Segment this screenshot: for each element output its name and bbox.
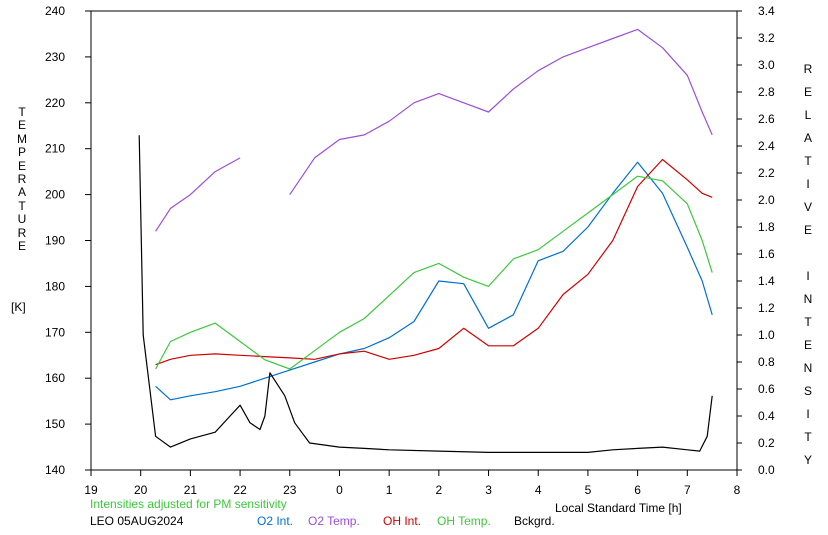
x-tick-label: 5 [585,483,592,497]
y-right-tick-label: 0.0 [758,463,775,477]
series-line-oh-int [155,158,713,366]
y-left-unit: [K] [11,300,26,314]
y-left-tick-label: 200 [45,188,65,202]
legend-item: O2 Temp. [308,514,360,528]
legend-item: Bckgrd. [514,514,555,528]
y-left-tick-label: 230 [45,50,65,64]
y-right-tick-label: 1.2 [758,301,775,315]
y-left-axis-label: T E M P E R A T U R E [17,105,27,254]
y-right-axis-label: R E L A T I V E I N T E N S I T Y [803,62,813,467]
x-axis-label: Local Standard Time [h] [555,501,682,515]
y-right-tick-label: 2.6 [758,112,775,126]
x-tick-label: 6 [634,483,641,497]
y-right-tick-label: 1.4 [758,274,775,288]
y-left-tick-label: 220 [45,96,65,110]
y-right-tick-label: 0.8 [758,355,775,369]
y-left-tick-label: 170 [45,325,65,339]
legend: O2 Int. O2 Temp. OH Int. OH Temp. Bckgrd. [0,514,828,530]
y-right-tick-label: 0.2 [758,436,775,450]
series-line-o2-temp [289,28,713,195]
series-line-o2-int [155,161,713,401]
x-tick-label: 7 [684,483,691,497]
y-right-tick-label: 1.8 [758,220,775,234]
x-tick-label: 21 [184,483,198,497]
y-left-tick-label: 240 [45,4,65,18]
legend-item: O2 Int. [257,514,294,528]
y-right-tick-label: 2.4 [758,139,775,153]
x-tick-label: 22 [233,483,247,497]
y-right-tick-label: 0.4 [758,409,775,423]
y-right-tick-label: 3.0 [758,58,775,72]
series-line-bckgrd [138,135,713,453]
y-right-tick-label: 1.6 [758,247,775,261]
x-tick-label: 8 [734,483,741,497]
y-left-tick-label: 140 [45,463,65,477]
legend-item: OH Temp. [437,514,491,528]
x-tick-label: 20 [134,483,148,497]
y-right-tick-label: 3.4 [758,4,775,18]
station-date: LEO 05AUG2024 [90,514,184,528]
y-right-tick-label: 2.8 [758,85,775,99]
y-right-tick-label: 1.0 [758,328,775,342]
y-left-tick-label: 180 [45,279,65,293]
plot-frame [90,10,738,471]
y-left-tick-label: 150 [45,417,65,431]
series-line-o2-temp [155,157,241,232]
x-tick-label: 2 [436,483,443,497]
x-tick-label: 19 [84,483,98,497]
y-right-tick-label: 0.6 [758,382,775,396]
series-line-oh-temp [155,175,713,370]
x-tick-label: 4 [535,483,542,497]
legend-item: OH Int. [383,514,422,528]
x-tick-label: 23 [283,483,297,497]
x-tick-label: 3 [485,483,492,497]
y-left-tick-label: 210 [45,142,65,156]
y-left-tick-label: 160 [45,371,65,385]
y-right-tick-label: 2.0 [758,193,775,207]
x-tick-label: 0 [336,483,343,497]
y-left-tick-label: 190 [45,234,65,248]
y-right-tick-label: 3.2 [758,31,775,45]
y-right-tick-label: 2.2 [758,166,775,180]
footer-note: Intensities adjusted for PM sensitivity [90,497,287,511]
x-tick-label: 1 [386,483,393,497]
